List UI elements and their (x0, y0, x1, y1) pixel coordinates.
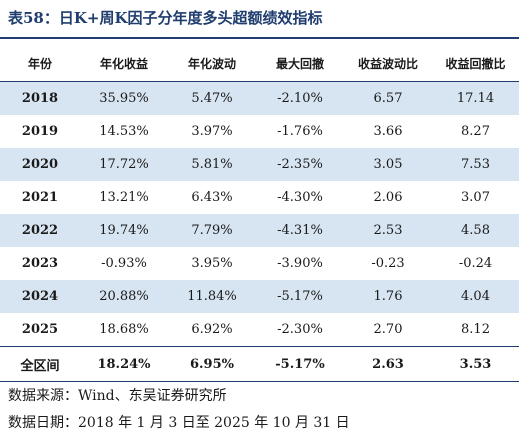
cell-year: 2023 (21, 256, 59, 271)
cell-return-drawdown-ratio: 8.27 (461, 124, 490, 139)
cell-return-drawdown-ratio: 4.04 (432, 280, 519, 313)
cell-max-drawdown: -4.30% (277, 190, 323, 205)
cell-annual-return: 17.72% (80, 148, 168, 181)
cell-return-drawdown-ratio: 7.53 (432, 148, 519, 181)
header-year: 年份 (0, 45, 80, 82)
cell-annual-return: -0.93% (101, 256, 147, 271)
cell-total-annual-return: 18.24% (80, 346, 168, 382)
cell-year: 2024 (0, 280, 80, 313)
cell-return-drawdown-ratio: -0.24 (458, 256, 493, 271)
cell-annual-volatility: 7.79% (168, 214, 256, 247)
cell-annual-volatility: 5.47% (168, 81, 256, 115)
cell-max-drawdown: -4.31% (256, 214, 344, 247)
cell-return-vol-ratio: 2.06 (373, 190, 403, 205)
table-row: 2018 35.95% 5.47% -2.10% 6.57 17.14 (0, 81, 519, 115)
header-max-drawdown: 最大回撤 (256, 45, 344, 82)
table-row: 2020 17.72% 5.81% -2.35% 3.05 7.53 (0, 148, 519, 181)
data-source-note: 数据来源：Wind、东吴证券研究所 (8, 388, 227, 404)
cell-annual-volatility: 6.43% (191, 190, 233, 205)
table-row: 2024 20.88% 11.84% -5.17% 1.76 4.04 (0, 280, 519, 313)
cell-total-max-drawdown: -5.17% (256, 346, 344, 382)
cell-year: 2018 (0, 81, 80, 115)
cell-year: 2022 (0, 214, 80, 247)
cell-max-drawdown: -2.35% (256, 148, 344, 181)
cell-max-drawdown: -2.10% (256, 81, 344, 115)
cell-return-drawdown-ratio: 8.12 (461, 322, 490, 337)
cell-total-return-drawdown-ratio: 3.53 (432, 346, 519, 382)
cell-year: 2020 (0, 148, 80, 181)
cell-max-drawdown: -3.90% (277, 256, 323, 271)
cell-annual-volatility: 11.84% (168, 280, 256, 313)
table-row: 2025 18.68% 6.92% -2.30% 2.70 8.12 (0, 313, 519, 347)
cell-return-vol-ratio: 3.66 (373, 124, 403, 139)
table-row: 2021 13.21% 6.43% -4.30% 2.06 3.07 (0, 181, 519, 214)
cell-return-drawdown-ratio: 3.07 (461, 190, 490, 205)
cell-annual-volatility: 5.81% (168, 148, 256, 181)
cell-max-drawdown: -2.30% (277, 322, 323, 337)
cell-return-vol-ratio: 6.57 (344, 81, 432, 115)
cell-total-return-vol-ratio: 2.63 (344, 346, 432, 382)
table-row: 2022 19.74% 7.79% -4.31% 2.53 4.58 (0, 214, 519, 247)
cell-annual-return: 13.21% (99, 190, 149, 205)
cell-return-drawdown-ratio: 4.58 (432, 214, 519, 247)
table-row: 2023 -0.93% 3.95% -3.90% -0.23 -0.24 (0, 247, 519, 280)
cell-annual-return: 20.88% (80, 280, 168, 313)
cell-max-drawdown: -5.17% (256, 280, 344, 313)
cell-annual-volatility: 3.97% (191, 124, 233, 139)
header-return-drawdown-ratio: 收益回撤比 (432, 45, 519, 82)
total-row: 全区间 18.24% 6.95% -5.17% 2.63 3.53 (0, 346, 519, 382)
cell-year: 2025 (21, 322, 59, 337)
cell-annual-volatility: 3.95% (191, 256, 233, 271)
cell-total-annual-volatility: 6.95% (168, 346, 256, 382)
cell-return-vol-ratio: -0.23 (371, 256, 405, 271)
cell-annual-volatility: 6.92% (191, 322, 233, 337)
cell-annual-return: 19.74% (80, 214, 168, 247)
cell-annual-return: 14.53% (99, 124, 149, 139)
header-annual-return: 年化收益 (80, 45, 168, 82)
performance-table: 年份 年化收益 年化波动 最大回撤 收益波动比 收益回撤比 2018 35.95… (0, 45, 519, 382)
cell-return-vol-ratio: 3.05 (344, 148, 432, 181)
header-row: 年份 年化收益 年化波动 最大回撤 收益波动比 收益回撤比 (0, 45, 519, 82)
header-annual-volatility: 年化波动 (168, 45, 256, 82)
table-row: 2019 14.53% 3.97% -1.76% 3.66 8.27 (0, 115, 519, 148)
cell-return-drawdown-ratio: 17.14 (432, 81, 519, 115)
cell-max-drawdown: -1.76% (277, 124, 323, 139)
cell-year: 2021 (21, 190, 59, 205)
header-return-vol-ratio: 收益波动比 (344, 45, 432, 82)
table-title: 表58：日K+周K因子分年度多头超额绩效指标 (8, 9, 323, 27)
cell-year: 2019 (21, 124, 59, 139)
cell-annual-return: 18.68% (99, 322, 149, 337)
cell-return-vol-ratio: 2.70 (373, 322, 403, 337)
cell-annual-return: 35.95% (80, 81, 168, 115)
title-rule (0, 37, 519, 39)
cell-return-vol-ratio: 1.76 (344, 280, 432, 313)
cell-return-vol-ratio: 2.53 (344, 214, 432, 247)
data-date-note: 数据日期：2018 年 1 月 3 日至 2025 年 10 月 31 日 (8, 415, 350, 431)
cell-total-label: 全区间 (0, 346, 80, 382)
